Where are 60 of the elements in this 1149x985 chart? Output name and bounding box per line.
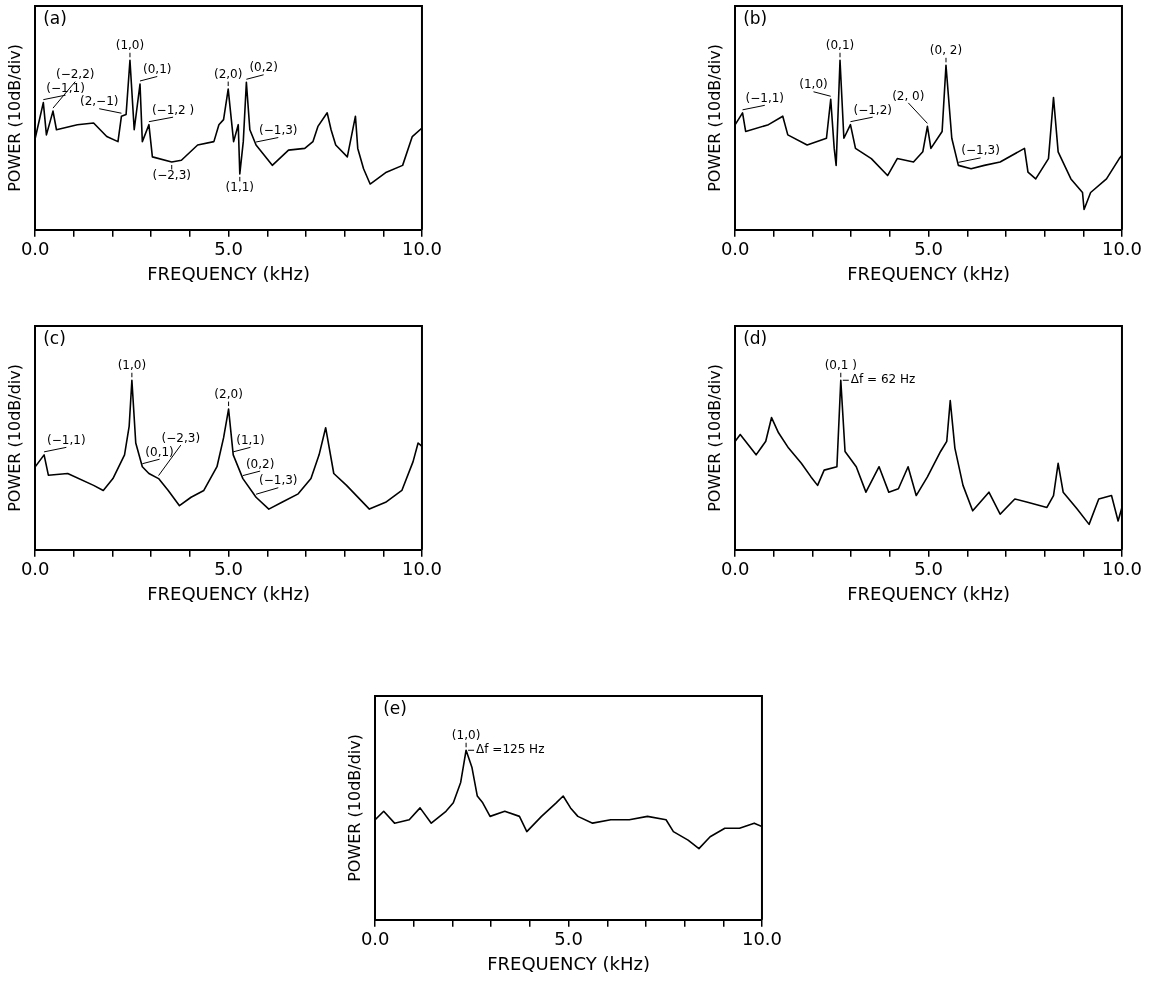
annotation: (−1,1) [47, 432, 86, 447]
x-axis-title: FREQUENCY (kHz) [847, 262, 1010, 284]
x-tick-label: 5.0 [214, 238, 243, 260]
annotation: (−1,2 ) [151, 102, 195, 117]
annotation: (−1,2) [853, 102, 892, 117]
annotation: (1,1) [236, 432, 265, 447]
y-axis-title: POWER (10dB/div) [704, 43, 724, 192]
x-axis-title: FREQUENCY (kHz) [847, 582, 1010, 604]
annotation: (2,0) [213, 67, 243, 82]
annotation: (−1,1) [46, 80, 85, 95]
x-tick-label: 5.0 [214, 558, 243, 580]
x-tick-label: 10.0 [1101, 238, 1142, 260]
annotation: (0,1) [145, 444, 174, 459]
annotation: (2, 0) [892, 88, 925, 103]
annotation: (−1,3) [259, 123, 298, 138]
y-axis-title: POWER (10dB/div) [704, 363, 724, 512]
annotation: (0,2) [249, 60, 278, 75]
x-tick-label: 0.0 [720, 558, 750, 580]
annotation: (−2,2) [55, 67, 95, 82]
annotation: (−1,1) [745, 90, 785, 105]
x-axis-title: FREQUENCY (kHz) [487, 952, 650, 974]
annotation: (0,1) [143, 62, 172, 77]
annotation: (1,1) [225, 179, 255, 194]
annotation: (−2,3) [152, 168, 191, 183]
annotation: Δf =125 Hz [476, 742, 545, 757]
annotation: (2,−1) [79, 94, 119, 109]
annotation: (0,1) [825, 38, 855, 53]
x-tick-label: 5.0 [914, 558, 943, 580]
y-axis-title: POWER (10dB/div) [4, 43, 24, 192]
annotation: (0,1 ) [824, 358, 857, 373]
x-tick-label: 0.0 [20, 238, 50, 260]
chart-title: (d) [743, 327, 768, 348]
annotation: (0, 2) [929, 43, 963, 58]
x-tick-label: 10.0 [741, 928, 782, 950]
annotation: (−2,3) [161, 430, 201, 445]
chart-title: (a) [43, 7, 67, 28]
annotation: (1,0) [799, 77, 828, 92]
x-axis-title: FREQUENCY (kHz) [147, 262, 310, 284]
annotation: (−1,3) [961, 143, 1000, 158]
x-tick-label: 10.0 [1101, 558, 1142, 580]
annotation: (1,0) [117, 358, 147, 373]
annotation: (−1,3) [259, 473, 298, 488]
y-axis-title: POWER (10dB/div) [344, 733, 364, 882]
annotation: (1,0) [115, 38, 145, 53]
x-tick-label: 10.0 [401, 238, 442, 260]
x-tick-label: 0.0 [20, 558, 50, 580]
chart-title: (c) [43, 327, 66, 348]
x-tick-label: 10.0 [401, 558, 442, 580]
x-axis-title: FREQUENCY (kHz) [147, 582, 310, 604]
chart-title: (e) [383, 697, 407, 718]
x-tick-label: 0.0 [720, 238, 750, 260]
x-tick-label: 5.0 [914, 238, 943, 260]
annotation: (0,2) [245, 456, 275, 471]
annotation: (2,0) [214, 387, 243, 402]
y-axis-title: POWER (10dB/div) [4, 363, 24, 512]
chart-title: (b) [743, 7, 768, 28]
annotation: Δf = 62 Hz [850, 372, 916, 387]
x-tick-label: 5.0 [554, 928, 583, 950]
x-tick-label: 0.0 [360, 928, 390, 950]
annotation: (1,0) [451, 728, 481, 743]
